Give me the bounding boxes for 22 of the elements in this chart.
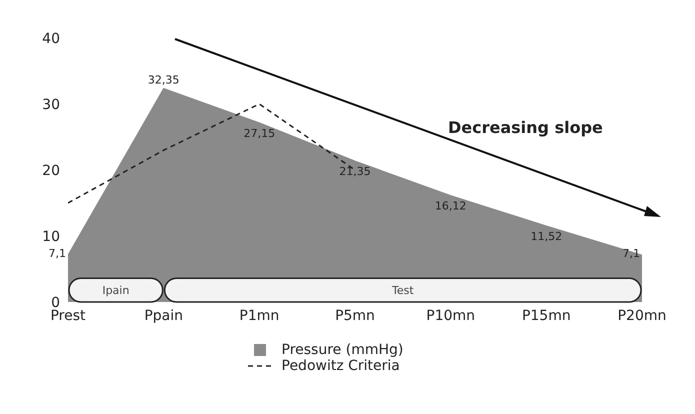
annotation: Decreasing slope <box>448 118 603 137</box>
y-tick-label: 30 <box>42 96 60 113</box>
y-tick-label: 20 <box>42 162 60 179</box>
x-tick-label: P5mn <box>335 308 375 324</box>
legend-label: Pressure (mmHg) <box>282 342 404 358</box>
x-tick-label: P15mn <box>522 308 571 324</box>
data-label: 16,12 <box>434 200 466 213</box>
x-tick-label: P1mn <box>239 308 280 324</box>
x-tick-label: Ppain <box>144 308 184 324</box>
data-label: 7,1 <box>48 247 66 260</box>
data-label: 11,52 <box>530 230 562 243</box>
y-tick-label: 40 <box>42 30 60 47</box>
data-label: 32,35 <box>148 73 180 86</box>
data-label: 21,35 <box>339 165 371 178</box>
x-tick-label: P20mn <box>618 308 666 324</box>
y-tick-label: 10 <box>42 228 60 245</box>
data-label: 7,1 <box>622 247 640 260</box>
band-label: Test <box>390 284 414 298</box>
data-label: 27,15 <box>244 126 276 140</box>
x-tick-label: P10mn <box>426 308 476 324</box>
legend-label: Pedowitz Criteria <box>282 358 400 374</box>
band-label: Ipain <box>102 284 130 298</box>
